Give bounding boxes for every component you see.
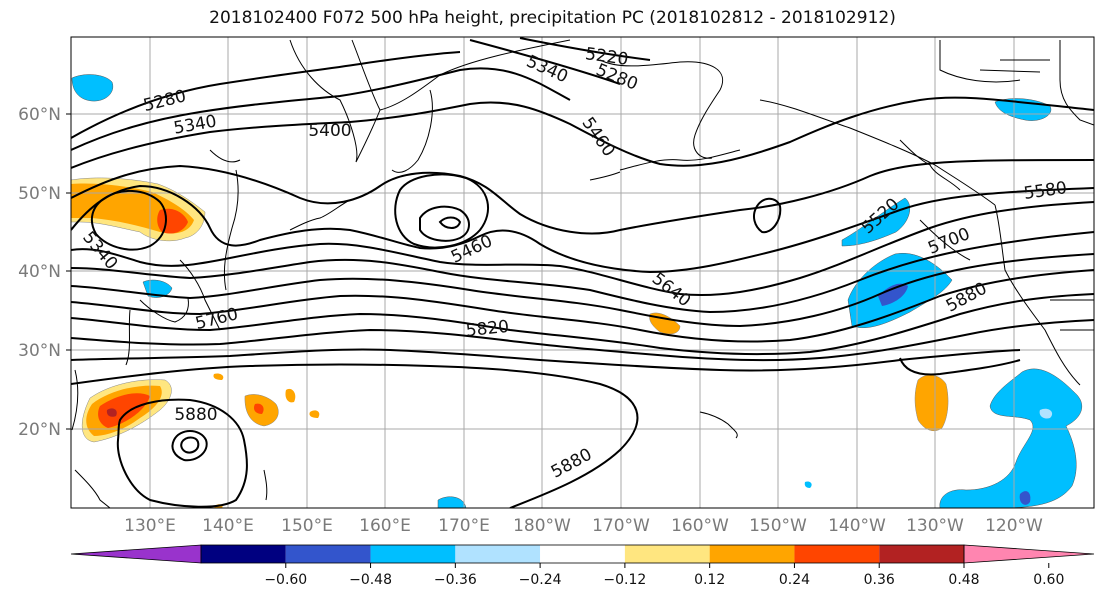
height-contours	[71, 37, 1094, 508]
colorbar-tick-label: 0.48	[948, 572, 979, 588]
lat-label: 50°N	[18, 184, 61, 204]
precip-negative-areas	[71, 74, 1083, 508]
colorbar-frame	[200, 544, 965, 564]
colorbar-tick-label: −0.36	[434, 572, 477, 588]
lon-label: 130°W	[906, 516, 964, 536]
colorbar-tick-label: −0.60	[264, 572, 307, 588]
contour-label: 5880	[174, 405, 217, 425]
lat-label: 30°N	[18, 341, 61, 361]
lat-label: 40°N	[18, 262, 61, 282]
lon-label: 140°E	[202, 516, 254, 536]
colorbar-tick-label: −0.24	[519, 572, 562, 588]
lon-labels: 130°E 140°E 150°E 160°E 170°E 180°W 170°…	[124, 516, 1043, 536]
map-panel: 5220 5280 5340 5280 5340 5400 5460 5460 …	[71, 37, 1094, 508]
colorbar-swatch	[794, 545, 880, 563]
colorbar-extend-high	[963, 544, 1095, 564]
colorbar-swatch	[709, 545, 795, 563]
colorbar-tick-label: −0.48	[349, 572, 392, 588]
lat-label: 20°N	[18, 420, 61, 440]
colorbar-swatch	[285, 545, 371, 563]
colorbar-swatch	[370, 545, 456, 563]
colorbar-tick-label: 0.60	[1033, 572, 1064, 588]
lat-labels: 60°N 50°N 40°N 30°N 20°N	[18, 105, 61, 440]
lat-ticks	[66, 113, 71, 430]
contour-label: 5400	[308, 121, 351, 141]
map-frame	[70, 36, 1095, 509]
colorbar: −0.60 −0.48 −0.36 −0.24 −0.12 0.12 0.24 0.36 0.4…	[70, 544, 1095, 588]
precip-positive-areas	[71, 177, 949, 508]
colorbar-swatch	[201, 545, 286, 563]
lon-label: 130°E	[124, 516, 176, 536]
lon-label: 180°W	[513, 516, 571, 536]
contour-label: 5820	[465, 317, 510, 341]
lon-label: 170°W	[592, 516, 650, 536]
colorbar-swatch	[540, 545, 625, 563]
lon-label: 160°W	[671, 516, 729, 536]
gridlines	[71, 37, 1094, 508]
colorbar-tick-label: 0.12	[694, 572, 725, 588]
colorbar-tick-label: 0.24	[779, 572, 810, 588]
lon-label: 170°E	[438, 516, 490, 536]
map-title: 2018102400 F072 500 hPa height, precipit…	[209, 8, 896, 28]
colorbar-tick-label: −0.12	[603, 572, 646, 588]
colorbar-swatch	[879, 545, 964, 563]
coastlines	[71, 39, 1094, 508]
lon-label: 150°W	[749, 516, 807, 536]
colorbar-swatch	[624, 545, 710, 563]
lon-label: 120°W	[985, 516, 1043, 536]
colorbar-swatch	[455, 545, 541, 563]
lat-label: 60°N	[18, 105, 61, 125]
lon-label: 160°E	[359, 516, 411, 536]
colorbar-tick-label: 0.36	[864, 572, 895, 588]
lon-label: 140°W	[828, 516, 886, 536]
colorbar-extend-low	[70, 544, 202, 564]
lon-label: 150°E	[281, 516, 333, 536]
